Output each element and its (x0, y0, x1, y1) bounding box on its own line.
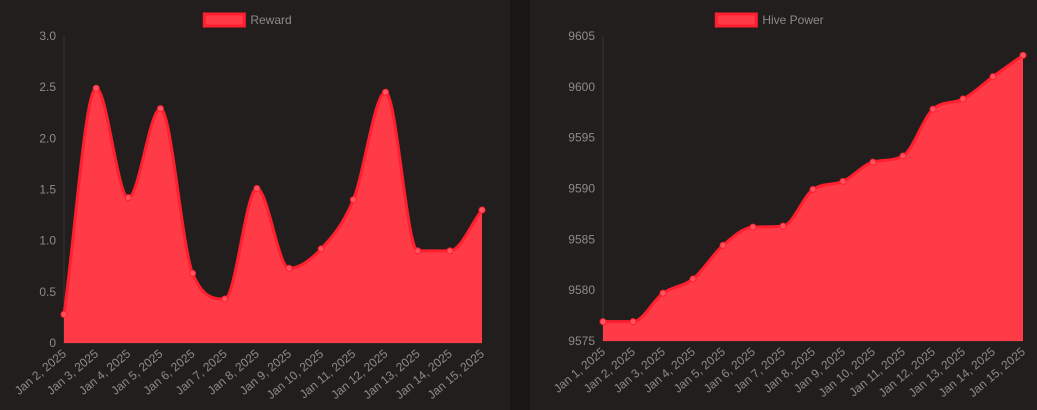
hive-power-point[interactable] (629, 318, 637, 326)
reward-point[interactable] (60, 310, 68, 318)
hive-power-point[interactable] (689, 275, 697, 283)
reward-point[interactable] (156, 105, 164, 113)
hive-power-point[interactable] (719, 241, 727, 249)
reward-y-tick-label: 0 (49, 336, 56, 350)
reward-chart-panel: Reward 0 0.5 1.0 1.5 2.0 2.5 3.0 Jan 2, 2025 Jan … (0, 0, 510, 410)
reward-point[interactable] (285, 264, 293, 272)
reward-point[interactable] (317, 245, 325, 253)
reward-point[interactable] (446, 247, 454, 255)
hive-power-legend[interactable]: Hive Power (714, 12, 824, 28)
hive-power-point[interactable] (659, 289, 667, 297)
reward-y-tick-label: 2.5 (39, 80, 56, 94)
hive-power-y-tick-label: 9605 (568, 29, 595, 43)
reward-point[interactable] (478, 206, 486, 214)
reward-y-tick-label: 1.0 (39, 234, 56, 248)
reward-point[interactable] (189, 269, 197, 277)
hive-power-point[interactable] (809, 186, 817, 194)
reward-y-tick-label: 0.5 (39, 285, 56, 299)
hive-power-point[interactable] (989, 73, 997, 81)
hive-power-chart: Hive Power9575958095859590959596009605Ja… (551, 12, 1028, 400)
hive-power-y-tick-label: 9600 (568, 80, 595, 94)
reward-point[interactable] (414, 247, 422, 255)
reward-point[interactable] (92, 84, 100, 92)
hive-power-point[interactable] (869, 158, 877, 166)
hive-power-point[interactable] (929, 105, 937, 113)
reward-legend-swatch (202, 12, 246, 28)
reward-point[interactable] (382, 88, 390, 96)
reward-point[interactable] (253, 184, 261, 192)
reward-point[interactable] (221, 295, 229, 303)
hive-power-point[interactable] (1019, 51, 1027, 59)
reward-point[interactable] (349, 196, 357, 204)
reward-y-tick-label: 1.5 (39, 183, 56, 197)
reward-legend[interactable]: Reward (202, 12, 292, 28)
hive-power-point[interactable] (959, 95, 967, 103)
hive-power-y-tick-label: 9590 (568, 182, 595, 196)
hive-power-y-tick-label: 9595 (568, 131, 595, 145)
hive-power-point[interactable] (839, 177, 847, 185)
hive-power-y-tick-label: 9575 (568, 334, 595, 348)
hive-power-legend-swatch (714, 12, 758, 28)
reward-point[interactable] (124, 194, 132, 202)
hive-power-legend-label: Hive Power (762, 13, 823, 27)
hive-power-point[interactable] (599, 318, 607, 326)
hive-power-point[interactable] (749, 223, 757, 231)
reward-area (64, 88, 482, 343)
hive-power-area (603, 55, 1023, 342)
reward-legend-label: Reward (250, 13, 291, 27)
hive-power-point[interactable] (899, 152, 907, 160)
hive-power-chart-panel: Hive Power 9575 9580 9585 9590 9595 9600 9605 Ja… (530, 0, 1037, 410)
reward-y-tick-label: 2.0 (39, 131, 56, 145)
hive-power-y-tick-label: 9580 (568, 283, 595, 297)
reward-y-tick-label: 3.0 (39, 29, 56, 43)
hive-power-y-tick-label: 9585 (568, 232, 595, 246)
hive-power-point[interactable] (779, 222, 787, 230)
